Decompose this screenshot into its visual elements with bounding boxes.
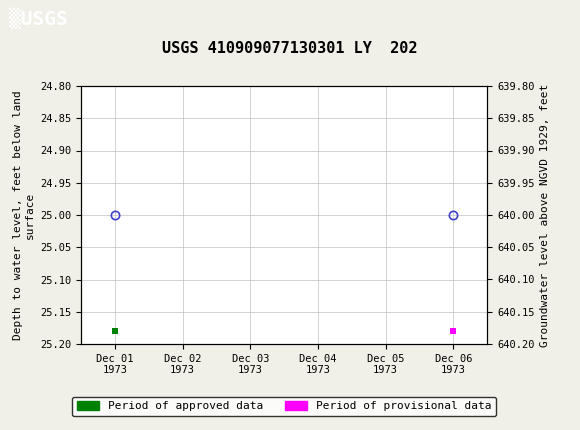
Y-axis label: Depth to water level, feet below land
surface: Depth to water level, feet below land su… [13,90,35,340]
Text: ▒USGS: ▒USGS [9,7,67,29]
Legend: Period of approved data, Period of provisional data: Period of approved data, Period of provi… [72,396,496,416]
Text: USGS 410909077130301 LY  202: USGS 410909077130301 LY 202 [162,41,418,56]
Y-axis label: Groundwater level above NGVD 1929, feet: Groundwater level above NGVD 1929, feet [540,83,550,347]
